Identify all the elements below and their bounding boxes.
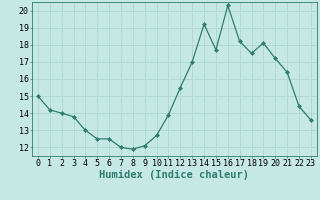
X-axis label: Humidex (Indice chaleur): Humidex (Indice chaleur) <box>100 170 249 180</box>
